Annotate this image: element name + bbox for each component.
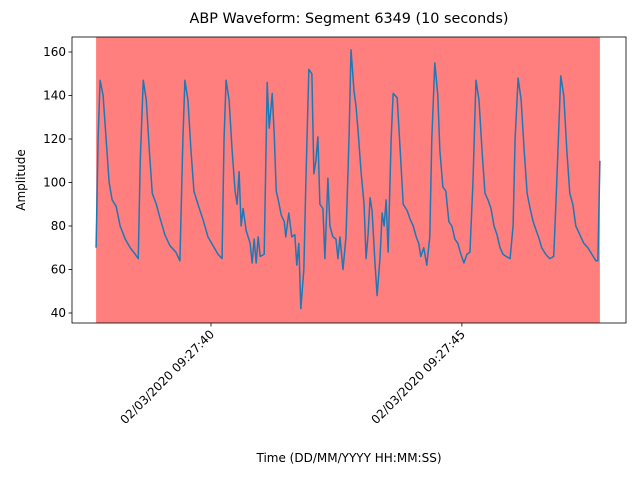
y-tick-label: 160 xyxy=(43,45,66,59)
axes-frame xyxy=(71,36,627,324)
y-tick-label: 100 xyxy=(43,176,66,190)
x-tick-label: 02/03/2020 09:27:40 xyxy=(118,327,218,427)
chart-title: ABP Waveform: Segment 6349 (10 seconds) xyxy=(190,11,509,27)
y-tick-label: 60 xyxy=(51,262,66,276)
y-axis-label: Amplitude xyxy=(14,149,28,211)
x-tick-label: 02/03/2020 09:27:45 xyxy=(368,327,468,427)
y-tick-label: 140 xyxy=(43,89,66,103)
x-axis-label: Time (DD/MM/YYYY HH:MM:SS) xyxy=(255,451,441,465)
line-series xyxy=(95,49,601,310)
y-tick-label: 80 xyxy=(51,219,66,233)
y-tick-label: 120 xyxy=(43,132,66,146)
y-tick-label: 40 xyxy=(51,306,66,320)
